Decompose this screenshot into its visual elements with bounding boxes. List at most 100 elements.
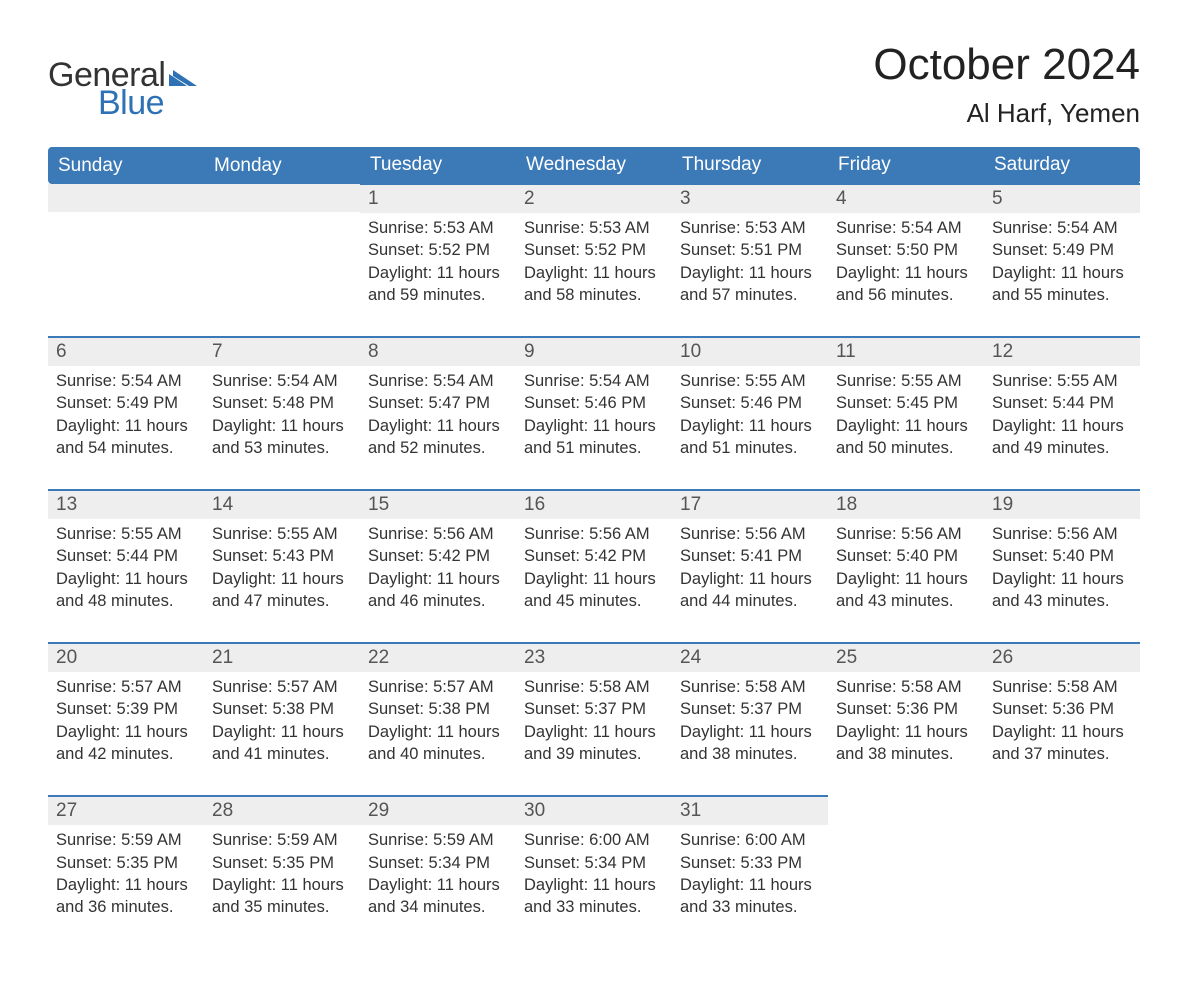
weekday-header: Monday — [204, 147, 360, 184]
calendar-cell: 28Sunrise: 5:59 AMSunset: 5:35 PMDayligh… — [204, 796, 360, 948]
daylight-line1: Daylight: 11 hours — [992, 721, 1132, 743]
day-number: 27 — [48, 797, 204, 825]
daylight-line2: and 38 minutes. — [836, 743, 976, 765]
sunrise: Sunrise: 5:54 AM — [212, 370, 352, 392]
daylight-line1: Daylight: 11 hours — [524, 415, 664, 437]
sunrise: Sunrise: 5:56 AM — [836, 523, 976, 545]
daylight-line1: Daylight: 11 hours — [368, 568, 508, 590]
daylight-line1: Daylight: 11 hours — [836, 568, 976, 590]
day-body: Sunrise: 5:55 AMSunset: 5:43 PMDaylight:… — [204, 519, 360, 642]
day-number: 14 — [204, 491, 360, 519]
daylight-line2: and 43 minutes. — [992, 590, 1132, 612]
daylight-line2: and 45 minutes. — [524, 590, 664, 612]
daylight-line2: and 58 minutes. — [524, 284, 664, 306]
day-number-empty — [204, 184, 360, 212]
daylight-line2: and 49 minutes. — [992, 437, 1132, 459]
daylight-line1: Daylight: 11 hours — [836, 415, 976, 437]
sunrise: Sunrise: 5:55 AM — [212, 523, 352, 545]
daylight-line2: and 33 minutes. — [680, 896, 820, 918]
sunrise: Sunrise: 5:55 AM — [992, 370, 1132, 392]
daylight-line2: and 33 minutes. — [524, 896, 664, 918]
sunrise: Sunrise: 5:58 AM — [680, 676, 820, 698]
day-number: 29 — [360, 797, 516, 825]
day-body-empty — [204, 212, 360, 246]
sunrise: Sunrise: 5:54 AM — [56, 370, 196, 392]
day-number: 2 — [516, 185, 672, 213]
day-number: 25 — [828, 644, 984, 672]
daylight-line2: and 56 minutes. — [836, 284, 976, 306]
calendar: Sunday Monday Tuesday Wednesday Thursday… — [48, 147, 1140, 948]
sunrise: Sunrise: 5:58 AM — [992, 676, 1132, 698]
sunrise: Sunrise: 5:54 AM — [368, 370, 508, 392]
sunset: Sunset: 5:43 PM — [212, 545, 352, 567]
daylight-line1: Daylight: 11 hours — [524, 874, 664, 896]
calendar-cell: 21Sunrise: 5:57 AMSunset: 5:38 PMDayligh… — [204, 643, 360, 796]
daylight-line1: Daylight: 11 hours — [56, 415, 196, 437]
day-number: 26 — [984, 644, 1140, 672]
day-number: 15 — [360, 491, 516, 519]
calendar-cell: 2Sunrise: 5:53 AMSunset: 5:52 PMDaylight… — [516, 184, 672, 337]
sunset: Sunset: 5:39 PM — [56, 698, 196, 720]
day-number: 17 — [672, 491, 828, 519]
day-body: Sunrise: 5:58 AMSunset: 5:36 PMDaylight:… — [984, 672, 1140, 795]
sunrise: Sunrise: 5:56 AM — [680, 523, 820, 545]
daylight-line1: Daylight: 11 hours — [368, 874, 508, 896]
day-number: 13 — [48, 491, 204, 519]
weekday-header: Wednesday — [516, 147, 672, 184]
day-body: Sunrise: 5:55 AMSunset: 5:44 PMDaylight:… — [48, 519, 204, 642]
day-body: Sunrise: 5:56 AMSunset: 5:40 PMDaylight:… — [984, 519, 1140, 642]
calendar-cell: 13Sunrise: 5:55 AMSunset: 5:44 PMDayligh… — [48, 490, 204, 643]
logo-word2: Blue — [98, 86, 197, 120]
calendar-cell: 7Sunrise: 5:54 AMSunset: 5:48 PMDaylight… — [204, 337, 360, 490]
calendar-cell: 30Sunrise: 6:00 AMSunset: 5:34 PMDayligh… — [516, 796, 672, 948]
sunset: Sunset: 5:37 PM — [680, 698, 820, 720]
day-body: Sunrise: 6:00 AMSunset: 5:33 PMDaylight:… — [672, 825, 828, 948]
day-body: Sunrise: 5:55 AMSunset: 5:46 PMDaylight:… — [672, 366, 828, 489]
calendar-cell: 4Sunrise: 5:54 AMSunset: 5:50 PMDaylight… — [828, 184, 984, 337]
sunrise: Sunrise: 5:54 AM — [836, 217, 976, 239]
day-body: Sunrise: 5:53 AMSunset: 5:52 PMDaylight:… — [360, 213, 516, 336]
day-body: Sunrise: 5:55 AMSunset: 5:45 PMDaylight:… — [828, 366, 984, 489]
day-number: 7 — [204, 338, 360, 366]
sunset: Sunset: 5:34 PM — [524, 852, 664, 874]
calendar-cell: 1Sunrise: 5:53 AMSunset: 5:52 PMDaylight… — [360, 184, 516, 337]
calendar-cell — [984, 796, 1140, 948]
daylight-line1: Daylight: 11 hours — [992, 568, 1132, 590]
daylight-line2: and 53 minutes. — [212, 437, 352, 459]
calendar-cell: 17Sunrise: 5:56 AMSunset: 5:41 PMDayligh… — [672, 490, 828, 643]
sunrise: Sunrise: 5:57 AM — [212, 676, 352, 698]
calendar-cell: 20Sunrise: 5:57 AMSunset: 5:39 PMDayligh… — [48, 643, 204, 796]
calendar-cell: 26Sunrise: 5:58 AMSunset: 5:36 PMDayligh… — [984, 643, 1140, 796]
sunset: Sunset: 5:50 PM — [836, 239, 976, 261]
sunset: Sunset: 5:47 PM — [368, 392, 508, 414]
day-body: Sunrise: 5:56 AMSunset: 5:41 PMDaylight:… — [672, 519, 828, 642]
sunrise: Sunrise: 5:54 AM — [992, 217, 1132, 239]
sunset: Sunset: 5:37 PM — [524, 698, 664, 720]
calendar-cell: 27Sunrise: 5:59 AMSunset: 5:35 PMDayligh… — [48, 796, 204, 948]
daylight-line2: and 34 minutes. — [368, 896, 508, 918]
day-number: 3 — [672, 185, 828, 213]
day-number: 23 — [516, 644, 672, 672]
day-body: Sunrise: 5:58 AMSunset: 5:37 PMDaylight:… — [672, 672, 828, 795]
sunset: Sunset: 5:42 PM — [368, 545, 508, 567]
daylight-line2: and 51 minutes. — [680, 437, 820, 459]
daylight-line1: Daylight: 11 hours — [992, 415, 1132, 437]
sunset: Sunset: 5:49 PM — [992, 239, 1132, 261]
sunrise: Sunrise: 6:00 AM — [680, 829, 820, 851]
calendar-cell: 23Sunrise: 5:58 AMSunset: 5:37 PMDayligh… — [516, 643, 672, 796]
sunrise: Sunrise: 5:56 AM — [368, 523, 508, 545]
sunset: Sunset: 5:44 PM — [56, 545, 196, 567]
daylight-line1: Daylight: 11 hours — [680, 415, 820, 437]
sunset: Sunset: 5:36 PM — [992, 698, 1132, 720]
day-number: 30 — [516, 797, 672, 825]
daylight-line2: and 43 minutes. — [836, 590, 976, 612]
daylight-line2: and 46 minutes. — [368, 590, 508, 612]
sunset: Sunset: 5:52 PM — [368, 239, 508, 261]
calendar-cell: 6Sunrise: 5:54 AMSunset: 5:49 PMDaylight… — [48, 337, 204, 490]
day-body-empty — [48, 212, 204, 246]
calendar-cell: 10Sunrise: 5:55 AMSunset: 5:46 PMDayligh… — [672, 337, 828, 490]
sunset: Sunset: 5:34 PM — [368, 852, 508, 874]
day-number: 16 — [516, 491, 672, 519]
logo: General Blue — [48, 58, 197, 120]
sunrise: Sunrise: 5:57 AM — [368, 676, 508, 698]
